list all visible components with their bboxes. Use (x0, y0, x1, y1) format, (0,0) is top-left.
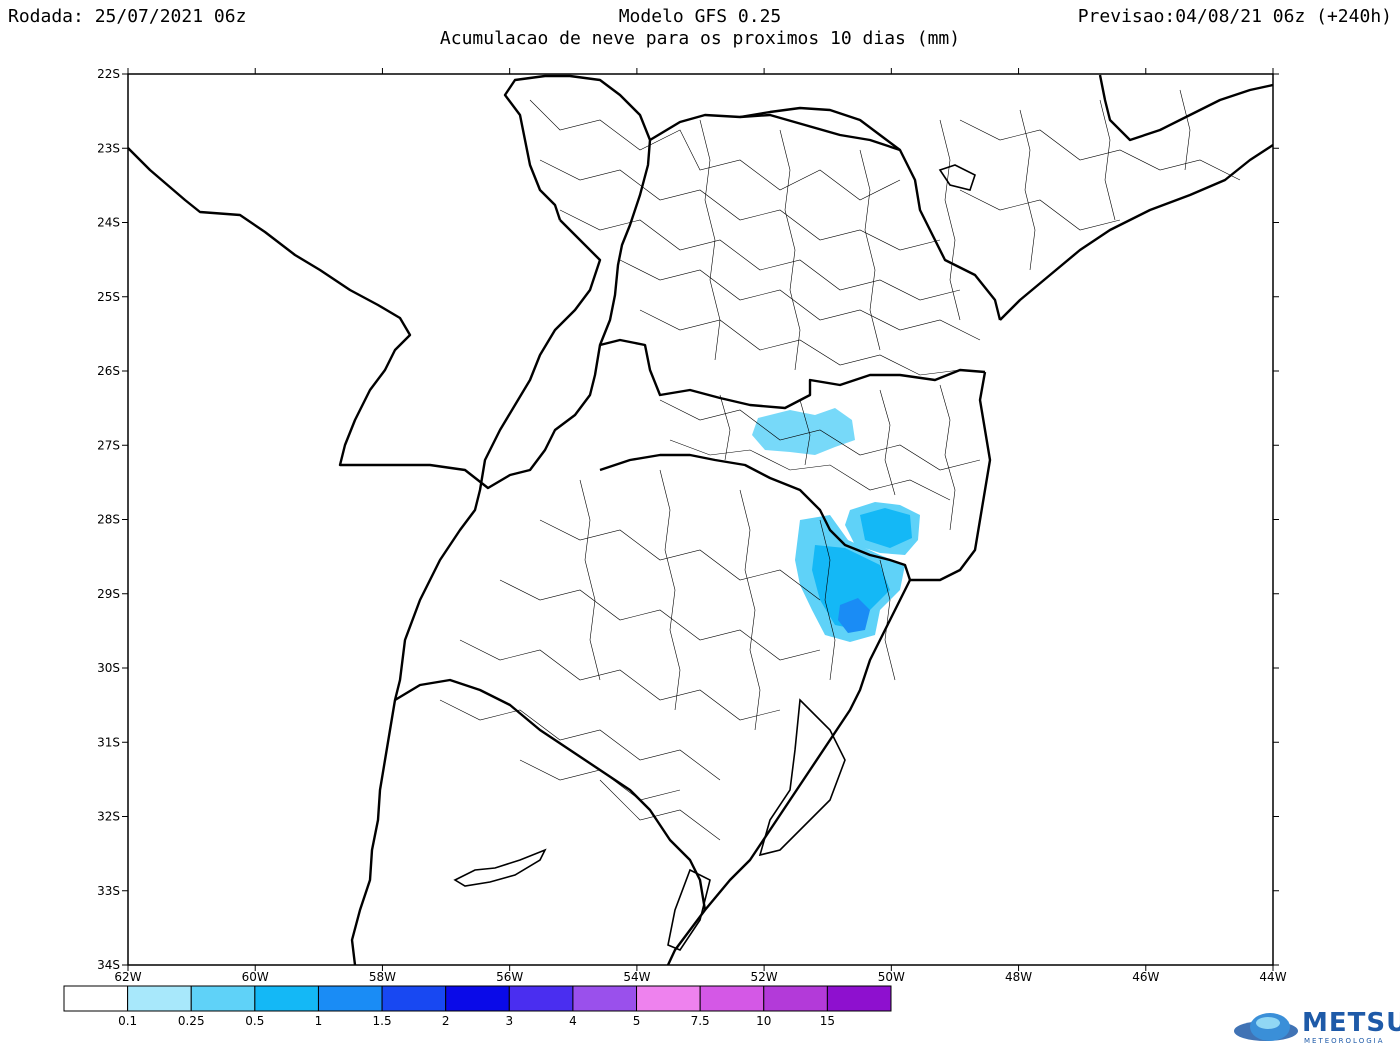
lon-label: 52W (751, 970, 778, 984)
snow-area-serra-catarinense-core (860, 508, 912, 548)
colorbar-label: 0.5 (245, 1014, 264, 1028)
colorbar-label: 4 (569, 1014, 577, 1028)
model-title: Modelo GFS 0.25 (618, 6, 782, 27)
uruguay-interior-border (394, 678, 707, 911)
pr-sp-coast (999, 143, 1274, 321)
colorbar-label: 1.5 (373, 1014, 392, 1028)
paraguay-border (127, 74, 652, 490)
snow-area-planalto-norte (752, 408, 855, 455)
sc-coast (910, 371, 992, 582)
colorbar-swatch (763, 985, 828, 1012)
colorbar-swatch (508, 985, 574, 1012)
lagoa-dos-patos (758, 698, 846, 857)
logo-subtitle: METEOROLOGIA (1304, 1037, 1385, 1045)
logo-wordmark: METSUL (1302, 1008, 1400, 1038)
rio-negro-reservoir (453, 848, 547, 887)
argentina-border (649, 113, 1002, 321)
snow-area-serra-gaucha-core (812, 545, 890, 630)
lagoons (453, 164, 976, 951)
colorbar: 0.1 0.25 0.5 1 1.5 2 3 4 5 7.5 10 15 (63, 985, 892, 1028)
lon-label: 56W (496, 970, 523, 984)
lat-label: 34S (97, 958, 120, 972)
lat-label: 32S (97, 810, 120, 824)
lat-label: 24S (97, 216, 120, 230)
rs-uruguay-border (350, 219, 602, 966)
parana-sc-border (599, 338, 986, 410)
colorbar-swatch (636, 985, 701, 1012)
lon-label: 58W (369, 970, 396, 984)
snow-area-serra-gaucha-max (838, 598, 870, 633)
colorbar-swatch (445, 985, 510, 1012)
lagoa-mirim (667, 868, 711, 951)
lon-label: 50W (878, 970, 905, 984)
lon-label: 44W (1259, 970, 1286, 984)
colorbar-swatch (572, 985, 638, 1012)
political-borders (127, 74, 1274, 966)
colorbar-label: 2 (442, 1014, 450, 1028)
colorbar-swatch (381, 985, 447, 1012)
itaipu-reservoir (938, 164, 976, 191)
lat-label: 23S (97, 141, 120, 155)
sc-rs-border (599, 453, 912, 581)
lon-label: 60W (242, 970, 269, 984)
colorbar-swatch (190, 985, 256, 1012)
municipal-boundaries (439, 89, 1241, 841)
lat-label: 22S (97, 67, 120, 81)
lat-label: 28S (97, 513, 120, 527)
lat-label: 30S (97, 661, 120, 675)
lon-label: 46W (1132, 970, 1159, 984)
lat-label: 33S (97, 884, 120, 898)
lon-label: 48W (1005, 970, 1032, 984)
colorbar-label: 5 (633, 1014, 641, 1028)
lat-label: 26S (97, 364, 120, 378)
run-time-label: Rodada: 25/07/2021 06z (8, 6, 247, 27)
colorbar-swatch (127, 985, 192, 1012)
colorbar-label: 7.5 (691, 1014, 710, 1028)
longitude-axis: 62W 60W 58W 56W 54W 52W 50W 48W 46W 44W (114, 68, 1287, 984)
lon-label: 54W (623, 970, 650, 984)
colorbar-swatch (826, 985, 892, 1012)
lon-label: 62W (114, 970, 141, 984)
colorbar-swatch (254, 985, 319, 1012)
snow-shading (752, 408, 920, 642)
colorbar-swatch (317, 985, 383, 1012)
map-subtitle: Acumulacao de neve para os proximos 10 d… (439, 28, 961, 49)
colorbar-label: 0.1 (118, 1014, 137, 1028)
colorbar-label: 0.25 (178, 1014, 205, 1028)
colorbar-label: 10 (756, 1014, 771, 1028)
lat-label: 29S (97, 587, 120, 601)
sp-border (739, 74, 1274, 151)
metsul-logo (1234, 1013, 1298, 1041)
rs-coast (666, 579, 912, 966)
lat-label: 25S (97, 290, 120, 304)
lat-label: 27S (97, 438, 120, 452)
lat-label: 31S (97, 735, 120, 749)
colorbar-label: 3 (505, 1014, 513, 1028)
colorbar-label: 1 (315, 1014, 323, 1028)
latitude-axis: 22S 23S 24S 25S 26S 27S 28S 29S 30S 31S 32S 33S 34S (97, 67, 1279, 972)
colorbar-swatch (699, 985, 765, 1012)
colorbar-swatch (63, 985, 129, 1012)
valid-time-label: Previsao:04/08/21 06z (+240h) (1077, 6, 1392, 27)
colorbar-label: 15 (820, 1014, 835, 1028)
map-frame (127, 73, 1274, 966)
